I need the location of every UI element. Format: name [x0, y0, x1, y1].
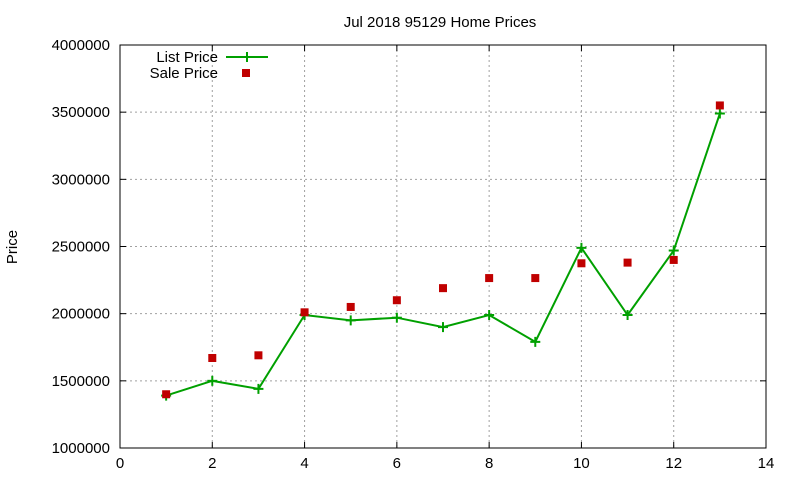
sale-price-point [208, 353, 217, 362]
x-tick-label: 4 [300, 455, 308, 472]
sale-price-point [715, 101, 724, 110]
list-price-point [484, 310, 495, 321]
list-price-point [438, 322, 448, 333]
sale-price-point [392, 296, 401, 305]
series-layer [161, 101, 725, 401]
y-tick-label: 2500000 [52, 239, 110, 256]
x-tick-label: 8 [485, 455, 493, 472]
y-tick-label: 1000000 [52, 440, 110, 457]
x-tick-label: 14 [758, 455, 775, 472]
sale-price-point [531, 274, 540, 283]
list-price-point [253, 383, 264, 394]
list-price-point [622, 310, 633, 321]
sale-price-point [162, 390, 171, 399]
x-tick-label: 2 [208, 455, 216, 472]
sale-price-point [346, 302, 355, 311]
y-tick-label: 3000000 [52, 171, 110, 188]
sale-price-point [623, 258, 632, 267]
chart-title: Jul 2018 95129 Home Prices [344, 14, 537, 31]
legend-label-sale-price: Sale Price [150, 65, 218, 82]
x-tick-label: 10 [573, 455, 590, 472]
x-tick-label: 6 [393, 455, 401, 472]
x-tick-label: 12 [665, 455, 682, 472]
list-price-series [161, 108, 725, 401]
sale-price-point [439, 284, 447, 293]
y-tick-label: 4000000 [52, 37, 110, 54]
list-price-point [391, 312, 402, 323]
sale-price-point [300, 308, 309, 317]
sale-price-point [577, 259, 586, 268]
y-tick-label: 1500000 [52, 373, 110, 390]
sale-price-point [254, 351, 263, 360]
y-tick-label: 3500000 [52, 104, 110, 121]
axes-layer: 0 2 4 6 8 10 12 14 1000000 1500000 2000000 2500000 3… [52, 37, 775, 472]
legend-marker-list-price [242, 52, 252, 62]
list-price-point [714, 108, 725, 119]
list-price-point [668, 245, 679, 256]
legend-marker-sale-price [242, 69, 250, 77]
y-axis-label: Price [4, 230, 21, 264]
sale-price-series [162, 101, 724, 399]
list-price-point [207, 375, 218, 386]
sale-price-point [485, 274, 494, 283]
list-price-point [576, 242, 587, 253]
list-price-line [165, 113, 721, 397]
legend-label-list-price: List Price [156, 49, 218, 66]
sale-price-point [669, 255, 678, 264]
list-price-point [345, 315, 356, 326]
y-tick-label: 2000000 [52, 306, 110, 323]
x-tick-label: 0 [116, 455, 124, 472]
grid-layer [120, 45, 766, 448]
list-price-point [530, 336, 541, 347]
